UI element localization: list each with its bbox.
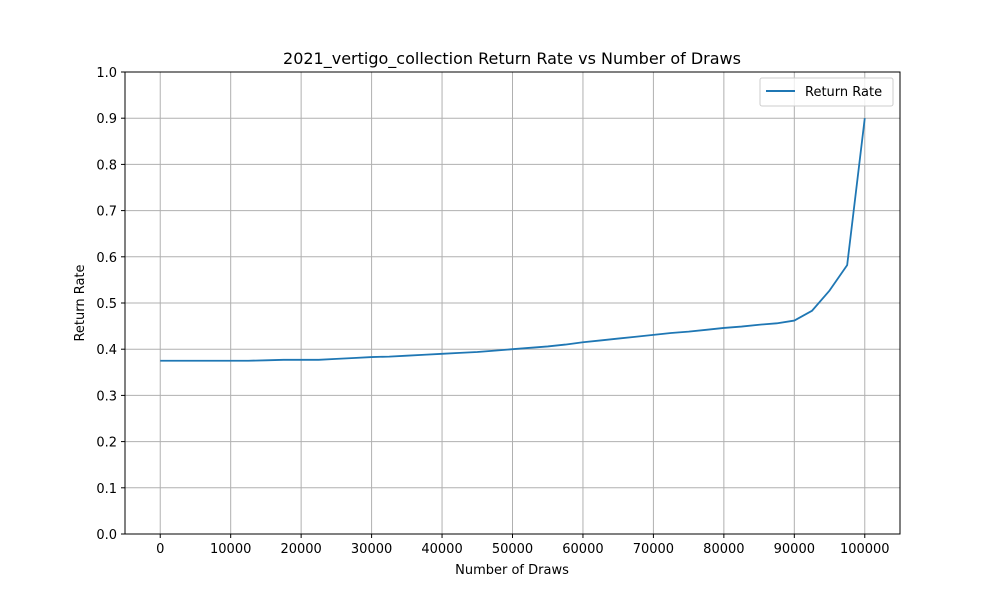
y-tick-label: 0.5: [96, 297, 117, 312]
y-axis-label: Return Rate: [73, 264, 88, 341]
legend-label: Return Rate: [805, 85, 882, 100]
x-tick-label: 20000: [280, 542, 321, 557]
x-tick-label: 80000: [703, 542, 744, 557]
x-tick-label: 0: [156, 542, 164, 557]
y-tick-label: 0.3: [96, 389, 117, 404]
legend: Return Rate: [759, 77, 894, 107]
x-tick-label: 40000: [421, 542, 462, 557]
y-tick-label: 0.9: [96, 112, 117, 127]
y-tick-label: 0.8: [96, 158, 117, 173]
y-tick-label: 0.1: [96, 482, 117, 497]
ticks: 0 10000 20000 30000 40000 50000 60000 70000 8000…: [96, 66, 889, 557]
y-tick-label: 0.2: [96, 436, 117, 451]
y-tick-label: 1.0: [96, 66, 117, 81]
series-layer: [160, 118, 866, 362]
y-tick-label: 0.4: [96, 343, 117, 358]
x-tick-label: 60000: [562, 542, 603, 557]
y-tick-label: 0.6: [96, 251, 117, 266]
x-tick-label: 100000: [840, 542, 890, 557]
series-line-return-rate: [160, 118, 866, 362]
legend-box: [759, 77, 894, 107]
x-tick-label: 10000: [210, 542, 251, 557]
x-tick-label: 70000: [633, 542, 674, 557]
x-tick-label: 50000: [492, 542, 533, 557]
grid: [125, 71, 900, 535]
x-tick-label: 30000: [351, 542, 392, 557]
x-tick-label: 90000: [774, 542, 815, 557]
y-tick-label: 0.7: [96, 205, 117, 220]
chart-title: 2021_vertigo_collection Return Rate vs N…: [283, 49, 741, 69]
y-tick-label: 0.0: [96, 528, 117, 543]
x-axis-label: Number of Draws: [455, 563, 569, 578]
